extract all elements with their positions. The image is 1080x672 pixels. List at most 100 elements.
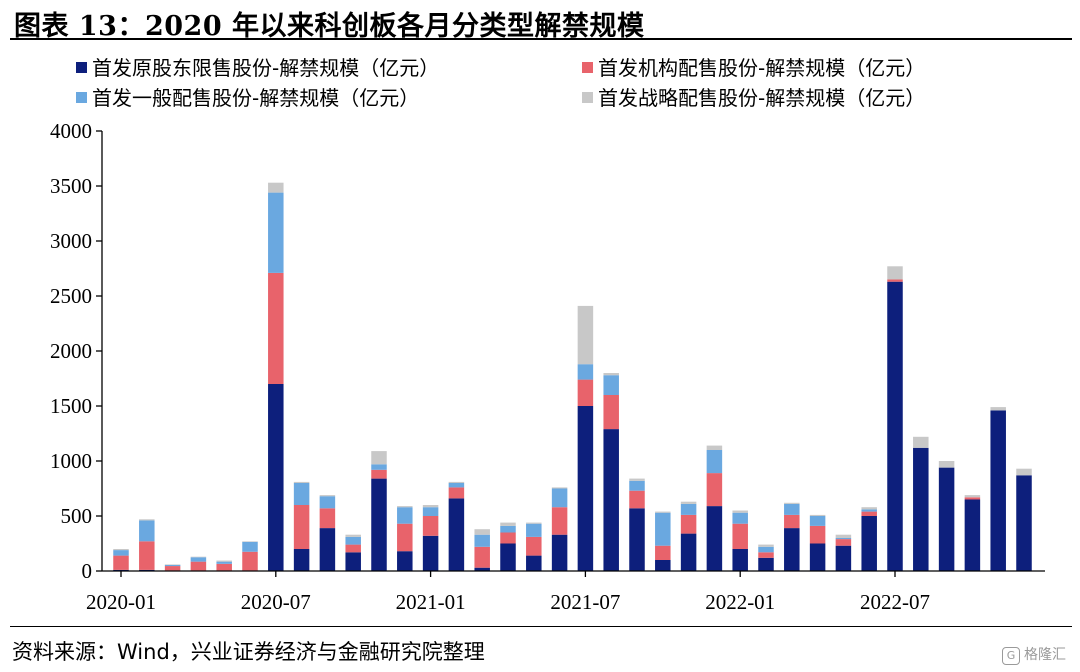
bar-segment-3-2020-09: [319, 496, 336, 509]
bar-segment-3-2020-11: [371, 464, 387, 470]
legend-swatch-2: [582, 62, 593, 73]
bar-segment-4-2021-12: [706, 445, 723, 450]
bar-segment-4-2022-09: [938, 461, 955, 468]
bar-segment-4-2022-05: [835, 534, 852, 538]
bar-segment-1-2021-02: [448, 498, 465, 571]
bar-segment-3-2021-10: [655, 512, 671, 546]
y-tick-label: 2500: [50, 284, 92, 308]
bar-segment-2-2020-02: [139, 541, 155, 570]
bar-segment-2-2020-01: [113, 555, 129, 570]
bar-segment-2-2022-07: [887, 279, 903, 282]
x-tick-label: 2021-01: [396, 590, 466, 614]
legend-label-3: 首发一般配售股份-解禁规模（亿元）: [92, 86, 419, 110]
bar-segment-2-2022-10: [964, 497, 981, 500]
bar-segment-1-2021-05: [526, 555, 542, 571]
bar-segment-2-2022-02: [758, 552, 774, 558]
stacked-bar-chart: 首发原股东限售股份-解禁规模（亿元） 首发机构配售股份-解禁规模（亿元） 首发一般配…: [50, 56, 1045, 614]
bar-segment-4-2020-06: [242, 541, 258, 542]
bar-segment-3-2021-06: [551, 488, 568, 508]
bar-segment-2-2021-01: [422, 516, 439, 536]
bar-segment-2-2022-03: [784, 514, 800, 529]
bar-segment-1-2022-04: [809, 543, 826, 571]
bar-segment-2-2020-06: [242, 551, 258, 571]
bar-segment-1-2021-09: [629, 508, 645, 571]
bar-segment-1-2021-10: [655, 560, 671, 571]
bar-segment-3-2021-04: [500, 525, 516, 533]
bar-segment-1-2021-03: [474, 567, 490, 571]
bar-segment-3-2020-08: [293, 483, 310, 505]
bar-segment-4-2022-03: [784, 502, 800, 504]
bar-segment-3-2020-07: [268, 192, 284, 273]
bar-segment-4-2022-06: [861, 507, 877, 510]
bar-segment-3-2022-06: [861, 509, 877, 512]
bar-segment-3-2021-11: [680, 503, 697, 515]
bar-segment-4-2021-04: [500, 522, 516, 526]
bar-segment-4-2022-01: [732, 510, 748, 513]
bar-segment-4-2020-11: [371, 451, 387, 465]
bar-segment-4-2022-04: [809, 514, 826, 516]
bar-segment-4-2022-10: [964, 495, 981, 498]
bar-segment-2-2021-02: [448, 487, 465, 499]
bar-segment-1-2021-12: [706, 506, 723, 571]
bar-segment-4-2021-06: [551, 487, 568, 489]
bar-segment-3-2020-05: [216, 561, 232, 564]
bar-segment-3-2021-02: [448, 483, 465, 488]
bar-segment-1-2022-01: [732, 549, 748, 571]
bar-segment-2-2021-12: [706, 473, 723, 507]
x-tick-label: 2020-01: [86, 590, 156, 614]
bar-segment-4-2021-02: [448, 481, 465, 483]
bar-segment-1-2021-11: [680, 533, 697, 571]
legend-swatch-3: [76, 92, 87, 103]
bar-segment-2-2022-04: [809, 525, 826, 544]
y-tick-label: 4000: [50, 119, 92, 143]
bar-segment-1-2022-06: [861, 516, 877, 571]
bar-segment-4-2021-07: [577, 305, 594, 365]
bar-segment-1-2022-12: [1016, 475, 1032, 571]
bar-segment-3-2022-03: [784, 503, 800, 515]
bar-segment-2-2020-05: [216, 563, 232, 571]
bar-segment-3-2022-04: [809, 516, 826, 526]
source-divider: [10, 626, 1072, 627]
bar-segment-1-2022-05: [835, 545, 852, 571]
bar-segment-3-2022-01: [732, 512, 748, 524]
bar-segment-1-2022-11: [990, 410, 1006, 571]
legend-label-2: 首发机构配售股份-解禁规模（亿元）: [598, 56, 925, 80]
x-tick-label: 2022-01: [705, 590, 775, 614]
bar-segment-1-2022-02: [758, 557, 774, 571]
bar-segment-1-2020-11: [371, 478, 387, 571]
bar-segment-3-2020-06: [242, 541, 258, 552]
bar-segment-2-2020-04: [190, 561, 207, 571]
y-tick-label: 2000: [50, 339, 92, 363]
bars: [113, 182, 1032, 571]
bar-segment-3-2020-01: [113, 550, 129, 556]
bar-segment-2-2021-11: [680, 514, 697, 534]
bar-segment-2-2021-05: [526, 536, 542, 556]
bar-segment-4-2020-02: [139, 519, 155, 521]
chart-title: 图表 13：2020 年以来科创板各月分类型解禁规模: [14, 11, 645, 42]
bar-segment-3-2020-04: [190, 557, 207, 562]
bar-segment-1-2021-01: [422, 535, 439, 571]
bar-segment-2-2020-03: [164, 566, 181, 571]
bar-segment-3-2020-10: [345, 536, 361, 545]
bar-segment-4-2021-08: [603, 373, 619, 376]
bar-segment-3-2021-01: [422, 507, 439, 516]
bar-segment-4-2020-08: [293, 481, 310, 483]
bar-segment-2-2021-03: [474, 546, 490, 568]
bar-segment-3-2021-07: [577, 364, 594, 380]
watermark-text: 格隆汇: [1024, 647, 1066, 663]
bar-segment-4-2020-03: [164, 564, 181, 565]
bar-segment-4-2021-10: [655, 511, 671, 513]
y-axis: 0 500 1000 1500 2000 2500 3000 3500 4000: [50, 119, 103, 583]
y-tick-label: 0: [82, 559, 93, 583]
bar-segment-4-2020-04: [190, 556, 207, 558]
bar-segment-3-2021-03: [474, 534, 490, 547]
bar-segment-4-2020-09: [319, 495, 336, 497]
bar-segment-3-2021-12: [706, 450, 723, 474]
bar-segment-2-2021-04: [500, 532, 516, 544]
bar-segment-3-2022-02: [758, 546, 774, 553]
bar-segment-1-2022-03: [784, 528, 800, 571]
watermark-logo: G 格隆汇: [1002, 644, 1066, 665]
bar-segment-4-2020-10: [345, 534, 361, 537]
bar-segment-4-2022-11: [990, 407, 1006, 411]
y-tick-label: 500: [61, 504, 93, 528]
